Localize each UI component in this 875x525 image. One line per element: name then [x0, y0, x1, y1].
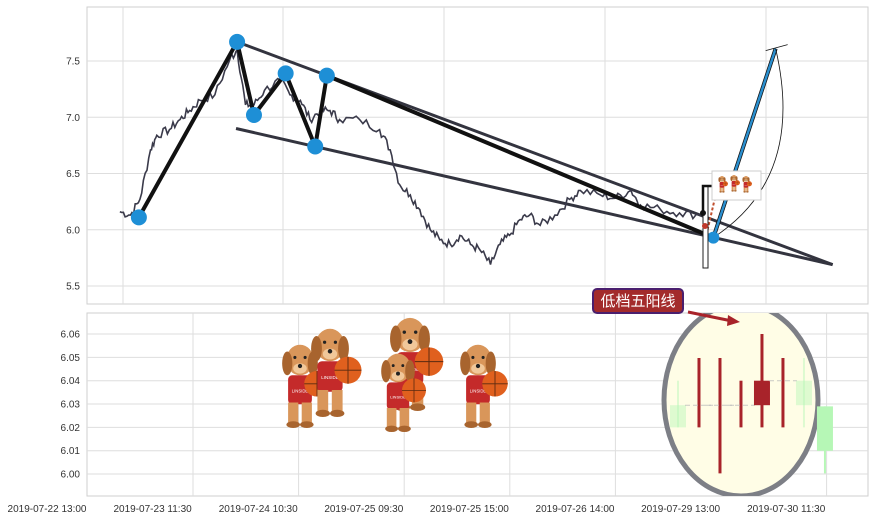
y-tick-label: 6.02 [61, 423, 81, 434]
x-tick-label: 2019-07-23 11:30 [113, 504, 192, 515]
projection [704, 44, 788, 240]
trend-line [235, 127, 833, 267]
y-tick-label: 6.0 [66, 225, 80, 236]
pivot-point [245, 107, 262, 123]
pivot-point [277, 65, 294, 82]
x-tick-label: 2019-07-25 09:30 [324, 504, 403, 515]
x-tick-label: 2019-07-26 14:00 [536, 504, 615, 515]
y-tick-label: 5.5 [66, 282, 80, 293]
projection-cap [765, 44, 788, 52]
projection-red-segment [704, 187, 719, 240]
signal-red-dot [702, 223, 708, 229]
pivot-point [707, 231, 720, 244]
top-plot-area [86, 6, 869, 305]
bottom-panel: 6.00 6.01 6.02 6.03 6.04 6.05 6.06 2019-07-22 … [8, 312, 869, 515]
annotation-box [592, 288, 684, 314]
pattern-annotation: 低档五阳线 [592, 288, 740, 326]
candle-body [816, 406, 833, 451]
y-tick-label: 6.04 [61, 376, 81, 387]
top-gridlines [87, 7, 868, 304]
x-tick-label: 2019-07-24 10:30 [219, 504, 298, 515]
candlesticks [670, 334, 833, 474]
y-tick-label: 6.06 [61, 330, 81, 341]
annotation-arrow [687, 310, 733, 323]
annotation-label: 低档五阳线 [600, 293, 675, 310]
signal-bracket [701, 184, 712, 215]
y-tick-label: 7.5 [66, 57, 80, 68]
mini-dogs-badge [711, 170, 762, 201]
x-tick-label: 2019-07-29 13:00 [641, 504, 720, 515]
x-tick-label: 2019-07-22 13:00 [8, 504, 87, 515]
bottom-y-axis: 6.00 6.01 6.02 6.03 6.04 6.05 6.06 [61, 330, 81, 481]
y-tick-label: 6.05 [61, 353, 81, 364]
y-tick-label: 6.00 [61, 470, 81, 481]
x-tick-label: 2019-07-30 11:30 [747, 504, 826, 515]
pivot-points [130, 33, 720, 244]
x-axis: 2019-07-22 13:00 2019-07-23 11:30 2019-07-… [8, 504, 826, 515]
pivot-point [318, 67, 335, 84]
candle-body [753, 380, 770, 406]
projection-arc [713, 48, 784, 238]
top-panel: 5.5 6.0 6.5 7.0 7.5 [66, 6, 869, 305]
pivot-point [307, 138, 324, 155]
y-tick-label: 6.03 [61, 400, 81, 411]
pivot-point [229, 33, 246, 50]
x-tick-label: 2019-07-25 15:00 [430, 504, 509, 515]
pivot-point [130, 209, 147, 226]
y-tick-label: 6.5 [66, 169, 80, 180]
candle-body [670, 405, 686, 428]
y-tick-label: 7.0 [66, 113, 80, 124]
projection-line [712, 48, 777, 239]
candle-body [795, 380, 812, 406]
y-tick-label: 6.01 [61, 446, 81, 457]
annotation-arrowhead [727, 315, 740, 326]
top-y-axis: 5.5 6.0 6.5 7.0 7.5 [66, 57, 80, 293]
signal-dot [700, 210, 706, 216]
